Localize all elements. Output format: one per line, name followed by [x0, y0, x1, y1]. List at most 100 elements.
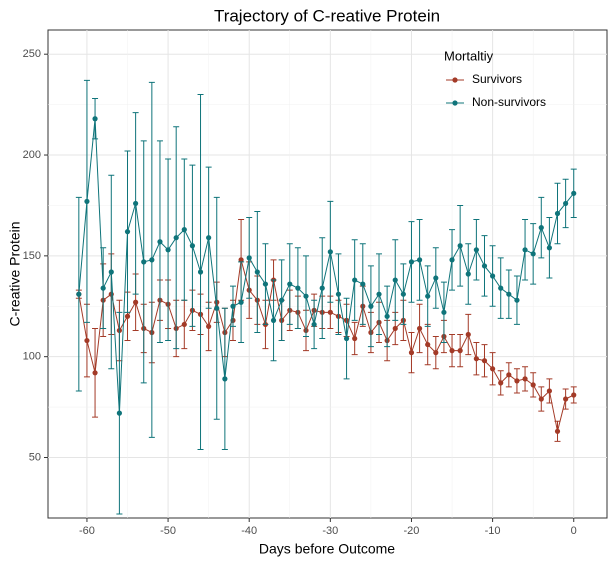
- point: [352, 335, 358, 342]
- point: [92, 370, 98, 376]
- point: [563, 200, 569, 207]
- point: [84, 198, 90, 205]
- point: [506, 372, 512, 378]
- y-tick-label: 100: [23, 351, 41, 363]
- point: [563, 396, 569, 402]
- point: [206, 323, 212, 330]
- legend-label: Survivors: [472, 72, 522, 86]
- x-tick-label: -30: [322, 525, 338, 537]
- point: [100, 285, 106, 291]
- y-tick-label: 150: [23, 250, 41, 262]
- point: [165, 247, 171, 253]
- point: [473, 356, 479, 362]
- point: [481, 263, 488, 269]
- point: [457, 243, 463, 249]
- point: [230, 303, 236, 309]
- y-tick-label: 50: [29, 451, 41, 463]
- point: [498, 380, 504, 386]
- plot-panel: [47, 29, 608, 519]
- point: [408, 259, 415, 265]
- point: [473, 247, 479, 253]
- point: [270, 317, 277, 323]
- point: [181, 321, 187, 328]
- point: [490, 366, 496, 372]
- point: [514, 378, 520, 384]
- point: [465, 331, 471, 338]
- point: [287, 281, 293, 287]
- legend-label: Non-survivors: [472, 95, 546, 109]
- point: [449, 348, 455, 354]
- y-tick-label: 250: [23, 48, 41, 60]
- point: [538, 396, 544, 402]
- point: [522, 376, 528, 382]
- x-tick-label: 0: [571, 525, 577, 537]
- point: [206, 235, 212, 241]
- point: [416, 325, 423, 332]
- x-axis-title: Days before Outcome: [259, 541, 395, 557]
- point: [157, 239, 163, 245]
- x-tick-label: -10: [485, 525, 501, 537]
- point: [124, 313, 131, 319]
- point: [254, 269, 260, 275]
- point: [327, 309, 333, 315]
- point: [490, 273, 496, 279]
- legend-key: [452, 77, 458, 83]
- point: [92, 116, 98, 122]
- point: [514, 297, 520, 303]
- point: [530, 382, 536, 388]
- point: [84, 337, 90, 344]
- point: [108, 269, 114, 275]
- point: [279, 297, 285, 303]
- point: [124, 229, 131, 235]
- legend-title: Mortaltiy: [444, 48, 494, 63]
- point: [238, 257, 244, 263]
- point: [571, 392, 577, 398]
- point: [352, 277, 358, 283]
- chart-title: Trajectory of C-reative Protein: [214, 6, 440, 25]
- point: [449, 257, 455, 263]
- point: [441, 309, 447, 315]
- point: [246, 255, 252, 261]
- point: [392, 277, 398, 283]
- y-tick-label: 200: [23, 149, 41, 161]
- point: [197, 269, 204, 275]
- point: [408, 350, 415, 356]
- point: [133, 299, 139, 305]
- point: [546, 388, 552, 394]
- point: [506, 291, 512, 297]
- point: [343, 335, 350, 342]
- point: [457, 348, 463, 354]
- point: [238, 299, 244, 305]
- point: [116, 410, 122, 416]
- point: [425, 341, 431, 348]
- point: [303, 293, 309, 299]
- point: [481, 358, 488, 364]
- x-tick-label: -60: [79, 525, 95, 537]
- x-tick-label: -40: [241, 525, 257, 537]
- point: [173, 235, 179, 241]
- point: [319, 285, 325, 291]
- point: [384, 313, 390, 319]
- point: [76, 291, 82, 297]
- point: [433, 350, 439, 356]
- point: [335, 291, 342, 297]
- point: [214, 305, 220, 311]
- point: [554, 210, 561, 217]
- point: [262, 281, 269, 287]
- point: [425, 293, 431, 299]
- point: [376, 291, 382, 297]
- point: [416, 257, 423, 263]
- point: [295, 285, 301, 291]
- point: [530, 251, 536, 257]
- point: [149, 257, 155, 263]
- point: [392, 325, 398, 332]
- point: [522, 247, 528, 253]
- point: [465, 271, 471, 277]
- point: [571, 190, 577, 196]
- point: [133, 200, 139, 207]
- point: [400, 291, 406, 297]
- point: [368, 303, 374, 309]
- x-tick-label: -50: [160, 525, 176, 537]
- point: [538, 225, 544, 231]
